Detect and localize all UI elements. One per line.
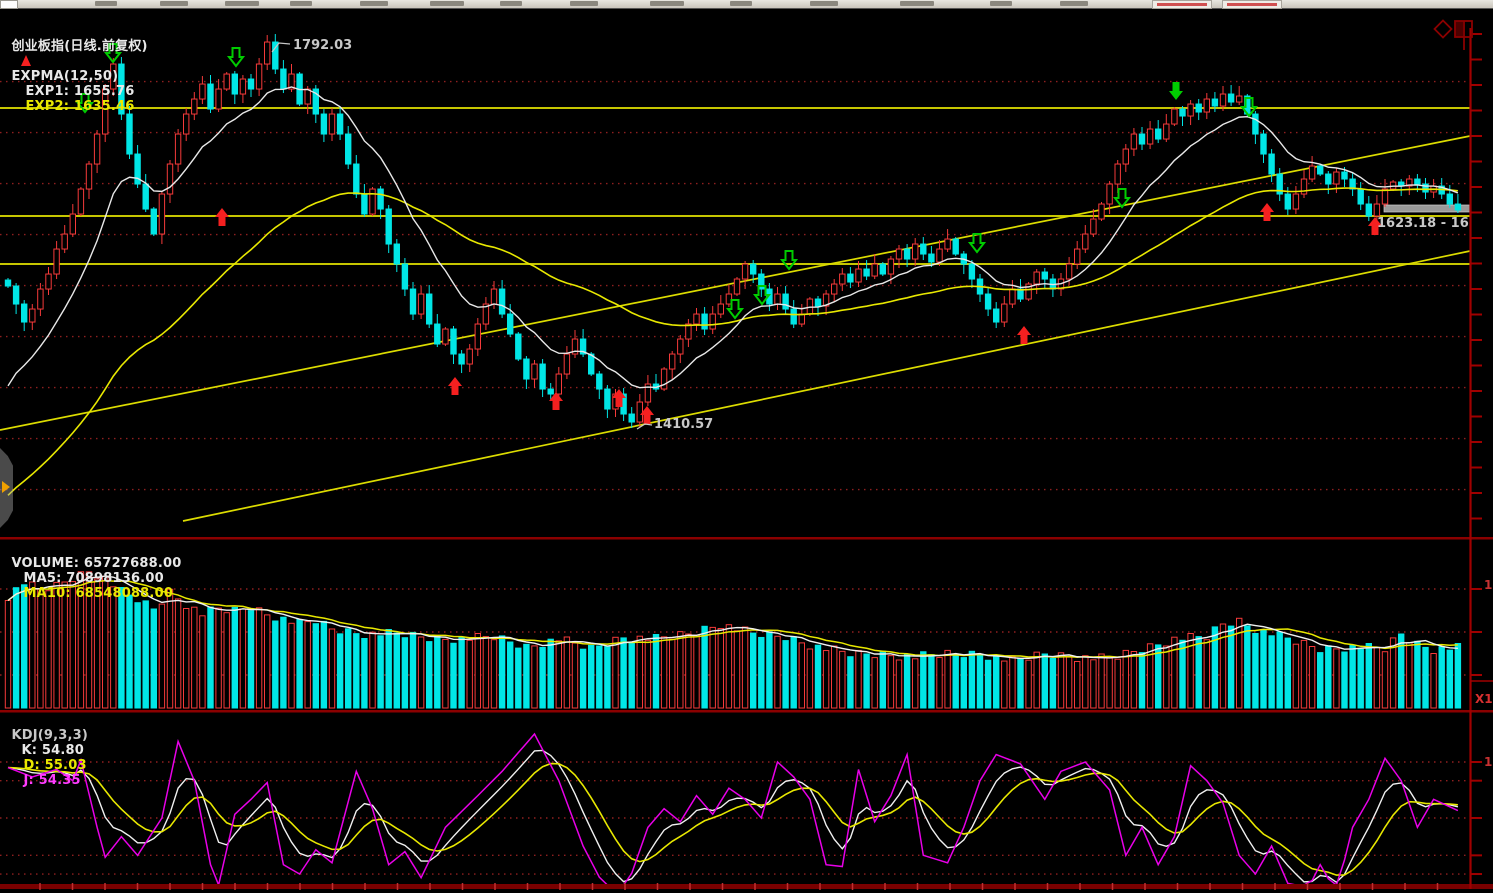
pane-separators (0, 537, 1493, 889)
sell-arrow-icon (725, 299, 745, 320)
sell-arrow-icon (752, 285, 772, 306)
kdj-d-line (7, 762, 1458, 876)
toolbar-left-box[interactable] (0, 0, 18, 9)
menu-item-fragment[interactable] (1060, 1, 1088, 6)
top-toolbar[interactable] (0, 0, 1493, 9)
sell-arrow-icon (1169, 82, 1183, 100)
menu-item-fragment[interactable] (730, 1, 752, 6)
volume-ma10-line (7, 579, 1458, 658)
sell-arrow-icon (226, 47, 246, 68)
menu-item-fragment[interactable] (650, 1, 684, 6)
menu-item-fragment[interactable] (360, 1, 388, 6)
exp2-line (7, 187, 1458, 496)
menu-item-fragment[interactable] (570, 1, 598, 6)
kdj-gridlines (0, 761, 1470, 875)
buy-arrow-icon (448, 377, 462, 395)
buy-arrow-icon (612, 389, 626, 407)
buy-arrow-icon (640, 406, 654, 424)
toolbar-quote-button[interactable] (1152, 0, 1212, 9)
expand-arrow-icon (2, 481, 10, 493)
chart-canvas[interactable] (0, 8, 1493, 893)
signal-arrows (75, 43, 1382, 424)
sell-arrow-icon (75, 93, 95, 114)
sell-arrow-icon (779, 250, 799, 271)
right-axis (1469, 28, 1493, 889)
sell-arrow-icon (1112, 188, 1132, 209)
toolbar-quote-button[interactable] (1222, 0, 1282, 9)
volume-bars (4, 571, 1462, 709)
menu-item-fragment[interactable] (95, 1, 117, 6)
volume-ma-lines (7, 575, 1458, 660)
kdj-k-line (7, 749, 1459, 884)
menu-item-fragment[interactable] (160, 1, 188, 6)
buy-arrow-icon (1260, 203, 1274, 221)
buy-arrow-icon (215, 208, 229, 226)
menu-item-fragment[interactable] (225, 1, 259, 6)
corner-icons[interactable] (1433, 19, 1473, 50)
sell-arrow-icon (967, 233, 987, 254)
menu-item-fragment[interactable] (900, 1, 934, 6)
buy-arrow-icon (1368, 217, 1382, 235)
menu-item-fragment[interactable] (810, 1, 838, 6)
sell-arrow-icon (1239, 97, 1259, 118)
kdj-lines (7, 732, 1459, 884)
support-resistance-lines (0, 107, 1470, 266)
kdj-j-line (7, 732, 1459, 884)
bottom-axis-ticks (39, 883, 1439, 890)
menu-item-fragment[interactable] (500, 1, 522, 6)
diamond-icon (1433, 19, 1453, 39)
menu-item-fragment[interactable] (990, 1, 1012, 6)
menu-item-fragment[interactable] (430, 1, 464, 6)
annotation-pointers (271, 42, 653, 430)
candlesticks (4, 34, 1462, 429)
volume-ma5-line (7, 575, 1458, 660)
main-gridlines (0, 80, 1470, 491)
left-panel-expander[interactable] (0, 448, 13, 528)
sell-arrow-icon (103, 43, 123, 64)
exp1-line (7, 86, 1459, 389)
menu-item-fragment[interactable] (290, 1, 312, 6)
buy-arrow-icon (549, 392, 563, 410)
buy-arrow-icon (1017, 326, 1031, 344)
